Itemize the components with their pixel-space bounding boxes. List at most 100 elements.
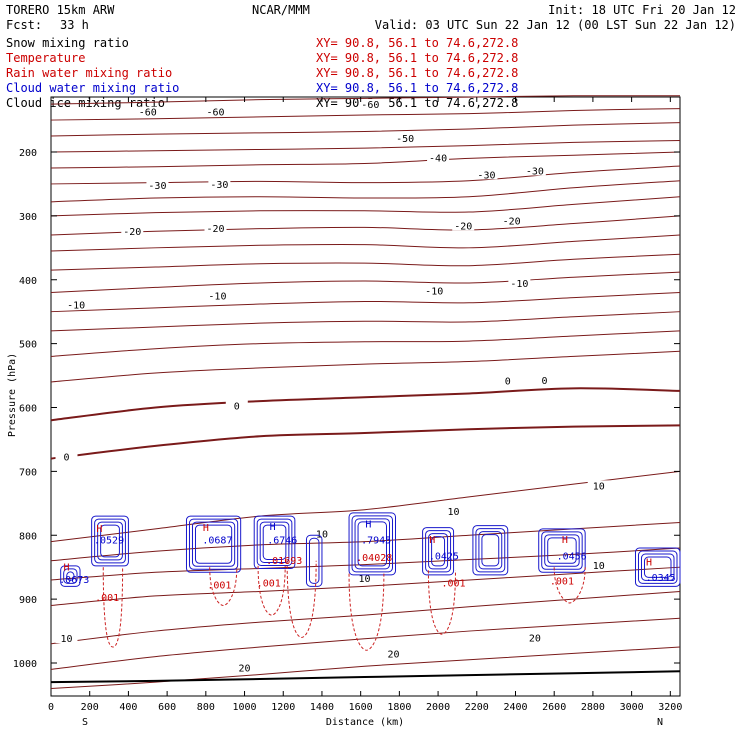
contour-label: -10 [425,287,443,298]
surface-pressure-line [50,670,681,684]
contour-label: 10 [316,529,328,540]
y-axis-label: Pressure (hPa) [7,353,18,437]
rain-shafts [102,560,586,651]
field-name-3: Cloud water mixing ratio [6,81,179,95]
value-label: .0687 [202,536,232,547]
temperature-contour [50,151,681,169]
value-label: .001 [207,580,231,591]
contour-label-bg [204,106,227,117]
cloud-water-contour [431,536,446,567]
temperature-contour [50,330,681,357]
temperature-contour [50,165,681,185]
cloud-water-contour [541,531,583,570]
cloud-water-contour [91,515,129,567]
y-tick-label: 500 [19,340,37,351]
cloud-water-contour [100,524,120,558]
cloud-water-contour [481,534,500,567]
x-axis: 0 200 400 600 800 1000 1200 1400 1600 1800 2000 220… [48,97,682,713]
model-title: TORERO 15km ARW [6,3,115,17]
contour-label: 0 [542,376,548,387]
forecast-label: Fcst: [6,18,42,32]
contour-label: -10 [208,292,226,303]
plot-area: -60 -60 -60 -50 -40 -30 -30 -30 -30 -20 -20 -20 -20 -… [13,95,682,713]
max-marker: H [365,520,371,531]
field-name-0: Snow mixing ratio [6,36,129,50]
y-tick-label: 800 [19,531,37,542]
rain-shaft-contour [427,570,456,635]
cloud-water-contour [305,534,323,587]
cloud-water-contour [94,518,126,564]
value-label: .6746 [267,536,297,547]
y-tick-label: 900 [19,595,37,606]
contour-label: -30 [526,166,544,177]
x-tick-label: 3000 [620,702,644,713]
temperature-contour [50,292,681,313]
contour-label-bg [423,285,446,296]
contour-label-bg [146,180,169,191]
contour-label: 10 [593,561,605,572]
cloud-water-contour [259,521,290,563]
value-label: .001 [95,593,119,604]
temperature-contour [50,617,681,670]
contour-label-bg [475,169,498,180]
cloud-water-contour [425,530,452,573]
value-label: .001 [442,578,466,589]
cloud-water-contour [422,527,455,576]
cloud-water-contour [63,568,78,584]
field-xy-3: XY= 90.8, 56.1 to 74.6,272.8 [316,81,518,95]
contour-label-bg [496,375,519,386]
contour-label: -50 [396,134,414,145]
x-tick-label: 1400 [310,702,334,713]
cloud-water-contour [538,528,586,573]
temperature-contour [50,590,681,645]
contour-label-bg [136,106,159,117]
value-label: .7945 [361,536,391,547]
valid-time: Valid: 03 UTC Sun 22 Jan 12 (00 LST Sun … [375,18,736,32]
value-label: .0529 [94,536,124,547]
cloud-cell [472,525,509,576]
contour-label-bg [359,99,382,110]
temperature-contour [50,566,681,607]
x-tick-label: 0 [48,702,54,713]
contour-label-bg [427,152,450,163]
x-tick-label: 400 [119,702,137,713]
x-tick-label: 2000 [426,702,450,713]
cloud-water-contour [60,565,81,587]
temperature-contour [50,271,681,294]
contour-label-bg [353,572,376,583]
temperature-contour [50,95,681,105]
cloud-water-contour [478,531,503,570]
value-label: .0345 [646,573,676,584]
contour-label: 0 [63,453,69,464]
contour-label-bg [394,132,417,143]
y-tick-label: 700 [19,467,37,478]
cloud-water-contour [637,550,678,584]
x-tick-label: 200 [81,702,99,713]
contour-label: 10 [359,574,371,585]
cloud-water-contour [351,515,393,573]
cloud-cell [422,527,455,576]
y-tick-label: 400 [19,276,37,287]
y-tick-label: 1000 [13,659,37,670]
cloud-water-contour [308,537,320,584]
contour-label: 10 [448,507,460,518]
x-tick-label: 1200 [271,702,295,713]
cloud-water-contour [428,533,449,570]
contour-label: -40 [429,154,447,165]
cloud-water-contour [253,515,296,569]
x-tick-label: 2600 [542,702,566,713]
cloud-water-contour [256,518,293,566]
temperature-contour [50,196,681,217]
value-label: .0456 [557,552,587,563]
rain-shaft-contour [209,567,238,607]
x-tick-label: 2400 [503,702,527,713]
contour-label-bg [452,220,475,231]
contour-label: 0 [505,377,511,388]
rain-shaft-contour [348,573,385,651]
forecast-hours: 33 h [60,18,89,32]
x-tick-label: 1600 [349,702,373,713]
cloud-cell [634,547,681,587]
cloud-water-contour [185,515,242,573]
contour-label: -20 [503,216,521,227]
